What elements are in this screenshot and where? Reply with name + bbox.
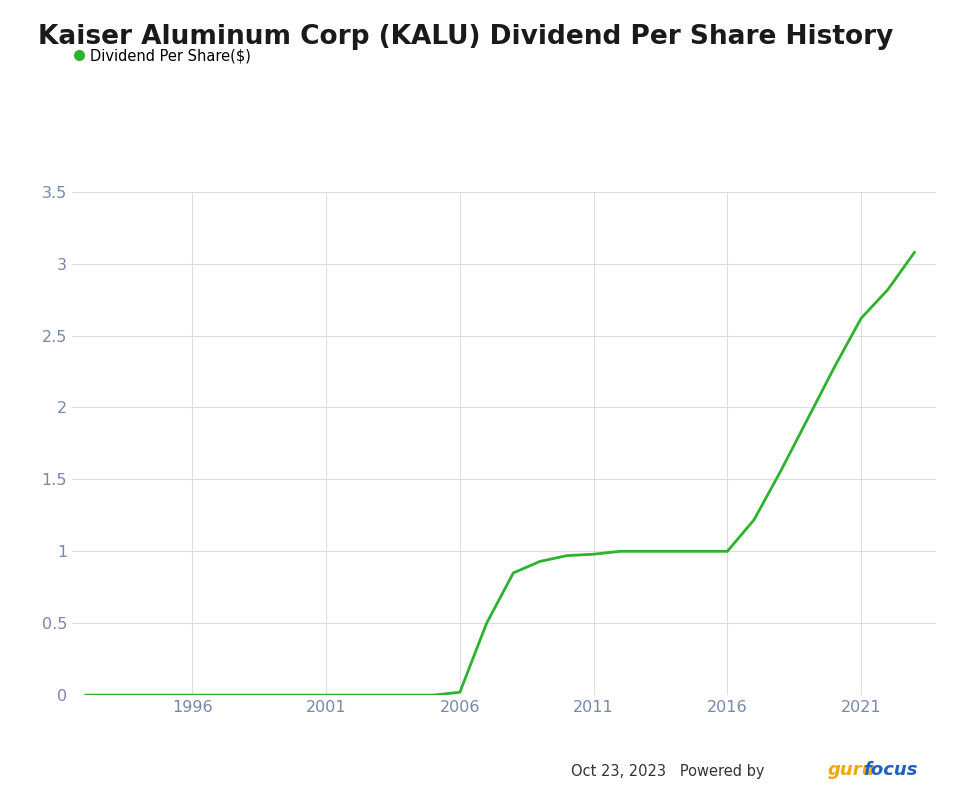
Text: Oct 23, 2023   Powered by: Oct 23, 2023 Powered by: [571, 764, 769, 779]
Text: guru: guru: [828, 761, 875, 779]
Text: focus: focus: [863, 761, 918, 779]
Text: Kaiser Aluminum Corp (KALU) Dividend Per Share History: Kaiser Aluminum Corp (KALU) Dividend Per…: [38, 24, 894, 50]
Legend: Dividend Per Share($): Dividend Per Share($): [75, 48, 251, 63]
